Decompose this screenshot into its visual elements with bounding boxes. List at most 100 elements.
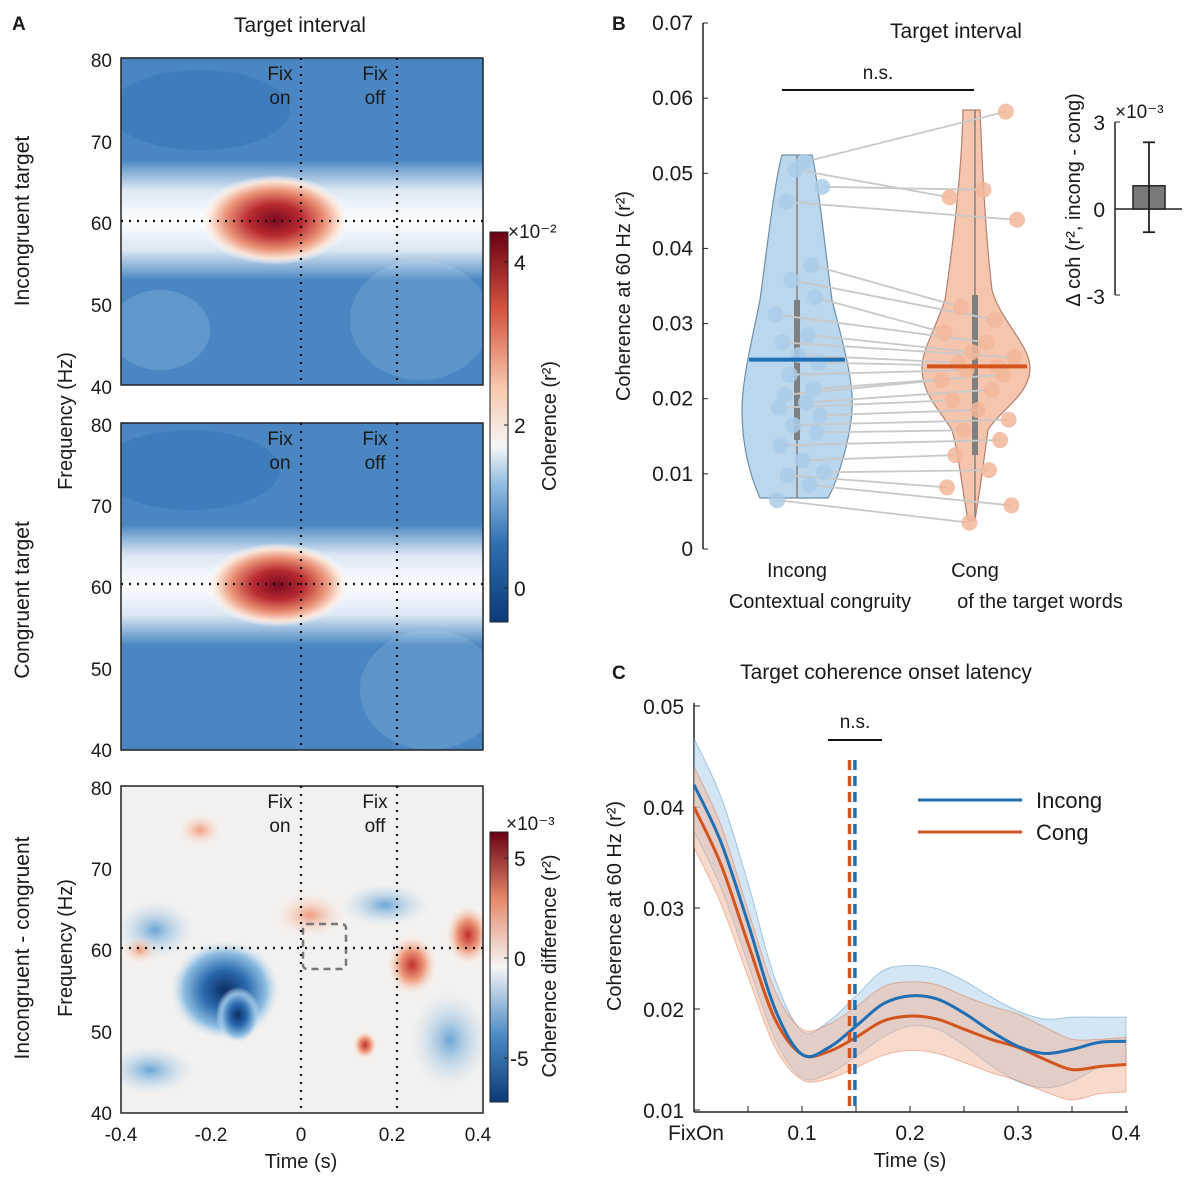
heatmap-xticks: -0.4 -0.2 0 0.2 0.4 (105, 1125, 492, 1146)
paired-line (811, 264, 962, 308)
xtick-m02: -0.2 (195, 1125, 228, 1146)
panel-c-legend: Incong Cong (918, 788, 1102, 845)
colorbar-coherence (489, 231, 509, 623)
point-cong (997, 103, 1014, 120)
colorbar-coherence-label: Coherence (r²) (539, 361, 561, 491)
paired-line (786, 200, 1018, 221)
panel-b-label: B (612, 14, 626, 35)
point-incong (781, 366, 798, 383)
xtick-m04: -0.4 (105, 1125, 138, 1146)
c-ytick-label: 0.03 (643, 898, 684, 921)
panel-c-yticks: 0.05 0.04 0.03 0.02 0.01 (643, 696, 700, 1123)
c-ytick-label: 0.04 (643, 797, 684, 820)
panel-c-lines (692, 784, 1127, 1072)
paired-line (795, 168, 950, 199)
heatmap-difference (121, 786, 483, 1113)
point-incong (812, 407, 829, 424)
point-incong (801, 477, 818, 494)
b-ytick-label: 0 (681, 538, 693, 561)
point-cong (953, 299, 969, 316)
ytick-h3-40: 40 (91, 1104, 112, 1125)
xtick-04: 0.4 (465, 1125, 492, 1146)
reference-lines (121, 58, 483, 1113)
ytick-h3-60: 60 (91, 941, 112, 962)
heatmap-xlabel: Time (s) (265, 1151, 338, 1173)
b-ytick-label: 0.07 (652, 12, 693, 35)
point-cong (944, 392, 961, 409)
point-incong (780, 467, 796, 484)
point-incong (796, 154, 813, 171)
fix-on-3a: Fix (267, 792, 293, 813)
point-cong (1000, 411, 1017, 428)
panel-b-title: Target interval (890, 20, 1022, 43)
ytick-h1-50: 50 (91, 296, 112, 317)
colorbar-coherence-scale: ×10⁻² (508, 222, 557, 243)
fix-on-2b: on (269, 453, 290, 474)
row-label-congruent: Congruent target (11, 521, 34, 679)
fix-annotations: Fix on Fix off Fix on Fix off Fix on Fix… (267, 64, 388, 837)
inset-tick-0: 0 (1093, 199, 1105, 222)
point-incong (810, 354, 827, 371)
colorbar-difference-label: Coherence difference (r²) (539, 854, 561, 1077)
c-ytick-label: 0.05 (643, 696, 684, 719)
point-cong (986, 311, 1003, 328)
point-incong (798, 394, 814, 411)
inset-scale: ×10⁻³ (1115, 102, 1164, 123)
point-cong (983, 381, 1000, 398)
legend-incong-label: Incong (1036, 788, 1102, 813)
point-incong (772, 437, 789, 454)
fix-off-1b: off (365, 88, 387, 109)
ytick-h2-80: 80 (91, 416, 112, 437)
panel-c-title: Target coherence onset latency (740, 661, 1032, 684)
panel-b-ylabel: Coherence at 60 Hz (r²) (613, 191, 635, 401)
point-cong (992, 432, 1009, 449)
cb1-tick-2: 2 (514, 415, 526, 438)
ytick-h2-70: 70 (91, 497, 112, 518)
cb2-tick-0: 0 (514, 948, 526, 971)
point-cong (964, 344, 981, 361)
ytick-h2-60: 60 (91, 578, 112, 599)
fix-on-3b: on (269, 816, 290, 837)
line-cong (692, 806, 1127, 1072)
b-ytick-label: 0.01 (652, 463, 693, 486)
point-cong (941, 189, 958, 206)
b-ytick-label: 0.04 (652, 237, 693, 260)
b-ytick-label: 0.06 (652, 87, 693, 110)
fix-on-1a: Fix (267, 64, 293, 85)
fix-off-2b: off (365, 453, 387, 474)
c-xtick-label: FixOn (668, 1122, 724, 1145)
ytick-h2-40: 40 (91, 741, 112, 762)
colorbar-difference (489, 831, 509, 1103)
xtick-0: 0 (296, 1125, 307, 1146)
colorbar-difference-ticks: 5 0 -5 (504, 848, 529, 1071)
panel-b-yticks: 0.07 0.06 0.05 0.04 0.03 0.02 0.01 0 (652, 12, 708, 561)
paired-line (809, 484, 1012, 507)
ytick-h2-50: 50 (91, 660, 112, 681)
panel-a-label: A (12, 14, 26, 35)
heatmap-yticks: 80 70 60 50 40 80 70 60 50 40 80 70 60 5… (91, 51, 112, 1125)
paired-line (803, 110, 1007, 163)
xtick-02: 0.2 (379, 1125, 405, 1146)
point-incong (816, 464, 832, 481)
c-xtick-label: 0.2 (895, 1122, 924, 1145)
row-label-difference: Incongruent - congruent (11, 836, 34, 1059)
cb1-tick-0: 0 (514, 578, 526, 601)
panel-b-xlabel-right: of the target words (957, 591, 1123, 613)
fix-off-2a: Fix (362, 429, 388, 450)
xtick-cong: Cong (951, 560, 999, 582)
colorbar-difference-scale: ×10⁻³ (506, 814, 555, 835)
point-incong (783, 271, 800, 288)
c-xtick-label: 0.1 (787, 1122, 816, 1145)
point-incong (778, 193, 795, 210)
panel-a-title: Target interval (234, 14, 366, 37)
point-cong (975, 181, 992, 198)
point-cong (933, 371, 950, 388)
panel-c-bands (693, 738, 1127, 1101)
point-cong (955, 422, 972, 439)
point-cong (947, 447, 964, 464)
point-cong (961, 514, 978, 531)
point-cong (978, 334, 995, 351)
paired-line (793, 418, 1009, 426)
paired-line (823, 469, 990, 474)
